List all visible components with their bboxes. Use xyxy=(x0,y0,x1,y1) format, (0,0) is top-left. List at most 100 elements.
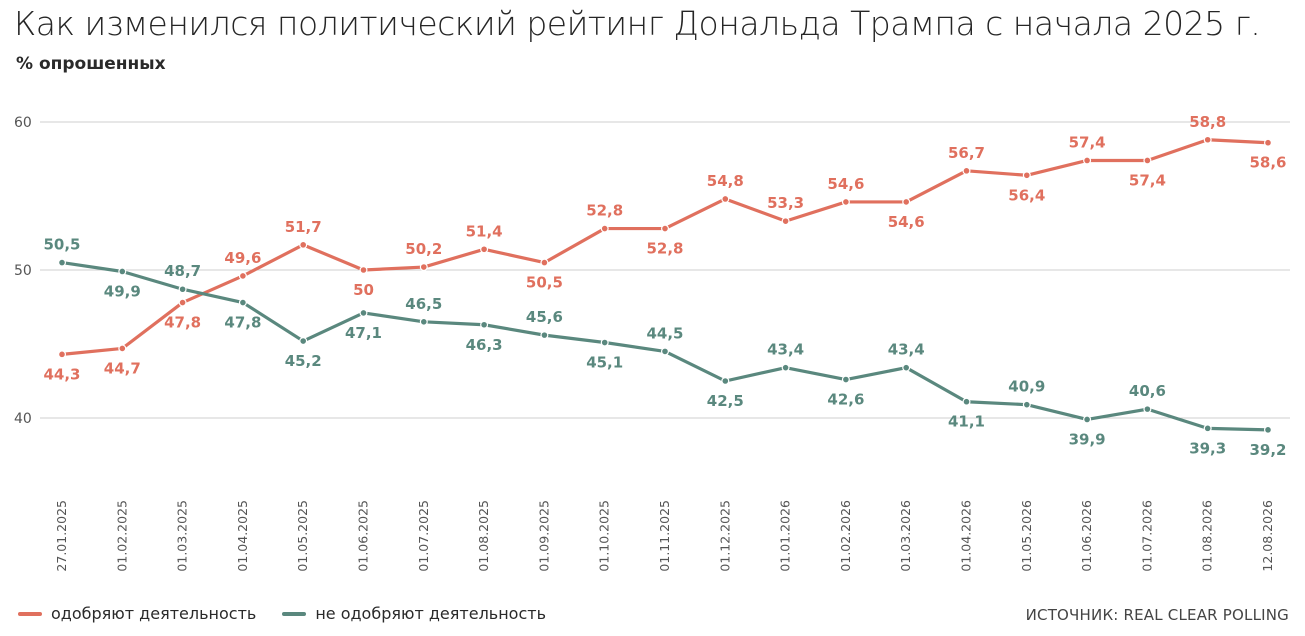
data-point-approve xyxy=(1143,156,1152,165)
data-point-disapprove xyxy=(1083,415,1092,424)
data-label-disapprove: 48,7 xyxy=(164,262,201,280)
data-label-approve: 58,6 xyxy=(1249,154,1286,172)
data-label-disapprove: 40,6 xyxy=(1129,382,1166,400)
data-label-approve: 56,7 xyxy=(948,144,985,162)
x-tick-label: 01.02.2025 xyxy=(114,500,129,572)
data-label-disapprove: 45,1 xyxy=(586,354,623,372)
legend-label-approve: одобряют деятельность xyxy=(51,604,257,623)
data-point-approve xyxy=(600,224,609,233)
data-point-disapprove xyxy=(57,258,66,267)
x-tick-label: 01.05.2025 xyxy=(295,500,310,572)
y-tick-label-50: 50 xyxy=(14,263,32,279)
data-point-approve xyxy=(660,224,669,233)
data-label-disapprove: 45,6 xyxy=(526,308,563,326)
data-point-approve xyxy=(1083,156,1092,165)
data-label-disapprove: 46,5 xyxy=(405,295,442,313)
data-label-disapprove: 43,4 xyxy=(767,341,804,359)
data-point-disapprove xyxy=(1263,425,1272,434)
data-point-approve xyxy=(902,197,911,206)
data-point-approve xyxy=(238,271,247,280)
x-tick-label: 01.08.2026 xyxy=(1200,500,1215,572)
data-point-approve xyxy=(1263,138,1272,147)
x-tick-label: 01.02.2026 xyxy=(838,500,853,572)
data-label-disapprove: 43,4 xyxy=(888,341,925,359)
series-line-disapprove xyxy=(60,261,1270,432)
data-label-disapprove: 39,2 xyxy=(1249,441,1286,459)
data-point-disapprove xyxy=(299,337,308,346)
data-label-approve: 51,4 xyxy=(466,222,503,240)
x-tick-label: 01.06.2026 xyxy=(1079,500,1094,572)
data-label-approve: 54,6 xyxy=(827,175,864,193)
data-point-approve xyxy=(540,258,549,267)
x-tick-label: 01.11.2025 xyxy=(657,500,672,572)
data-label-approve: 58,8 xyxy=(1189,113,1226,131)
data-label-approve: 53,3 xyxy=(767,194,804,212)
x-tick-label: 01.07.2026 xyxy=(1139,500,1154,572)
data-label-approve: 57,4 xyxy=(1069,133,1106,151)
data-label-disapprove: 45,2 xyxy=(285,352,322,370)
data-point-disapprove xyxy=(600,338,609,347)
chart-title: Как изменился политический рейтинг Донал… xyxy=(14,4,1261,43)
legend-label-disapprove: не одобряют деятельность xyxy=(315,604,547,623)
x-tick-label: 01.07.2025 xyxy=(416,500,431,572)
data-label-disapprove: 47,1 xyxy=(345,324,382,342)
x-tick-label: 01.06.2025 xyxy=(356,500,371,572)
data-label-disapprove: 42,5 xyxy=(707,392,744,410)
data-label-disapprove: 40,9 xyxy=(1008,378,1045,396)
x-tick-label: 01.01.2026 xyxy=(778,500,793,572)
data-point-approve xyxy=(721,194,730,203)
data-label-approve: 57,4 xyxy=(1129,171,1166,189)
x-tick-label: 01.10.2025 xyxy=(597,500,612,572)
chart-legend: одобряют деятельность не одобряют деятел… xyxy=(18,604,572,623)
x-tick-label: 01.03.2026 xyxy=(898,500,913,572)
data-point-approve xyxy=(841,197,850,206)
data-point-approve xyxy=(1022,171,1031,180)
legend-item-disapprove: не одобряют деятельность xyxy=(282,604,546,623)
data-label-approve: 52,8 xyxy=(646,240,683,258)
legend-swatch-approve xyxy=(18,611,42,616)
data-point-disapprove xyxy=(1143,405,1152,414)
legend-item-approve: одобряют деятельность xyxy=(18,604,256,623)
data-point-disapprove xyxy=(962,397,971,406)
x-tick-label: 01.03.2025 xyxy=(175,500,190,572)
data-point-disapprove xyxy=(238,298,247,307)
x-tick-label: 01.09.2025 xyxy=(536,500,551,572)
data-point-disapprove xyxy=(781,363,790,372)
x-tick-label: 01.08.2025 xyxy=(476,500,491,572)
data-point-disapprove xyxy=(841,375,850,384)
data-point-disapprove xyxy=(660,347,669,356)
data-point-approve xyxy=(781,217,790,226)
y-tick-label-40: 40 xyxy=(14,411,32,427)
data-label-disapprove: 39,9 xyxy=(1069,430,1106,448)
data-point-disapprove xyxy=(178,285,187,294)
x-tick-label: 01.05.2026 xyxy=(1019,500,1034,572)
source-note: ИСТОЧНИК: REAL CLEAR POLLING xyxy=(1025,606,1289,624)
data-point-approve xyxy=(359,266,368,275)
data-label-disapprove: 49,9 xyxy=(104,282,141,300)
data-label-approve: 54,8 xyxy=(707,172,744,190)
data-label-approve: 51,7 xyxy=(285,218,322,236)
data-point-approve xyxy=(1203,135,1212,144)
x-tick-label: 01.04.2026 xyxy=(959,500,974,572)
data-label-approve: 54,6 xyxy=(888,213,925,231)
data-label-approve: 49,6 xyxy=(224,249,261,267)
data-point-disapprove xyxy=(419,317,428,326)
x-tick-label: 01.04.2025 xyxy=(235,500,250,572)
data-label-approve: 56,4 xyxy=(1008,186,1045,204)
data-label-disapprove: 46,3 xyxy=(466,336,503,354)
data-label-approve: 44,3 xyxy=(43,365,80,383)
data-label-disapprove: 42,6 xyxy=(827,391,864,409)
data-label-disapprove: 41,1 xyxy=(948,413,985,431)
data-point-disapprove xyxy=(1203,424,1212,433)
data-point-disapprove xyxy=(480,320,489,329)
line-chart: 40 50 60 27.01.2025 01.02.2025 01.03.2025 01.0… xyxy=(14,113,1290,572)
data-point-approve xyxy=(480,245,489,254)
data-label-disapprove: 47,8 xyxy=(224,314,261,332)
data-label-approve: 44,7 xyxy=(104,359,141,377)
data-point-disapprove xyxy=(118,267,127,276)
data-label-approve: 50,5 xyxy=(526,274,563,292)
data-label-approve: 50 xyxy=(353,281,374,299)
y-tick-label-60: 60 xyxy=(14,115,32,131)
data-label-approve: 50,2 xyxy=(405,240,442,258)
data-point-approve xyxy=(419,263,428,272)
